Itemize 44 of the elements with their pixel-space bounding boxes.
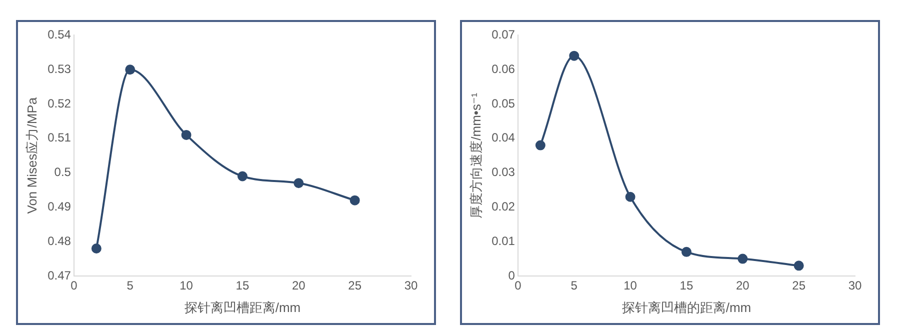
point [350, 195, 360, 206]
x-tick-label: 25 [792, 278, 806, 293]
y-axis-title: Von Mises应力/MPa [24, 96, 40, 214]
y-tick-label: 0.05 [492, 96, 516, 110]
y-tick-label: 0.51 [48, 130, 72, 145]
x-tick-label: 20 [292, 278, 306, 293]
x-tick-label: 5 [126, 278, 134, 293]
point [294, 178, 304, 188]
x-tick-label: 25 [348, 278, 362, 293]
y-tick-label: 0.53 [48, 62, 72, 76]
x-tick-label: 30 [404, 278, 418, 293]
y-tick-label: 0.07 [492, 28, 516, 42]
point [569, 50, 580, 61]
point [738, 254, 748, 264]
x-axis-title: 探针离凹槽的距离/mm [622, 300, 752, 315]
y-tick-label: 0 [508, 268, 516, 282]
y-tick-label: 0.49 [48, 200, 72, 214]
point [181, 130, 192, 140]
y-tick-label: 0.01 [492, 234, 516, 248]
y-tick-label: 0.06 [492, 62, 516, 76]
x-tick-label: 5 [570, 278, 578, 293]
x-tick-label: 30 [848, 278, 862, 293]
y-tick-label: 0.5 [54, 165, 72, 180]
point [125, 64, 136, 75]
y-tick-label: 0.04 [492, 130, 516, 145]
y-tick-label: 0.54 [48, 28, 72, 42]
point [625, 192, 636, 202]
x-tick-label: 10 [180, 278, 194, 293]
y-tick-label: 0.48 [48, 234, 72, 248]
point [91, 243, 102, 254]
x-tick-label: 10 [624, 278, 638, 293]
y-axis-title: 厚度方向速度/mm•s⁻¹ [468, 92, 484, 218]
y-tick-label: 0.02 [492, 200, 516, 214]
y-tick-label: 0.47 [48, 268, 72, 282]
x-axis-title: 探针离凹槽距离/mm [184, 300, 301, 315]
x-tick-label: 15 [680, 278, 694, 293]
point [681, 246, 692, 257]
y-tick-label: 0.52 [48, 96, 72, 110]
x-tick-label: 15 [236, 278, 250, 293]
point [794, 260, 804, 271]
point [237, 171, 248, 182]
x-tick-label: 20 [736, 278, 750, 293]
point [535, 140, 546, 150]
y-tick-label: 0.03 [492, 165, 516, 180]
